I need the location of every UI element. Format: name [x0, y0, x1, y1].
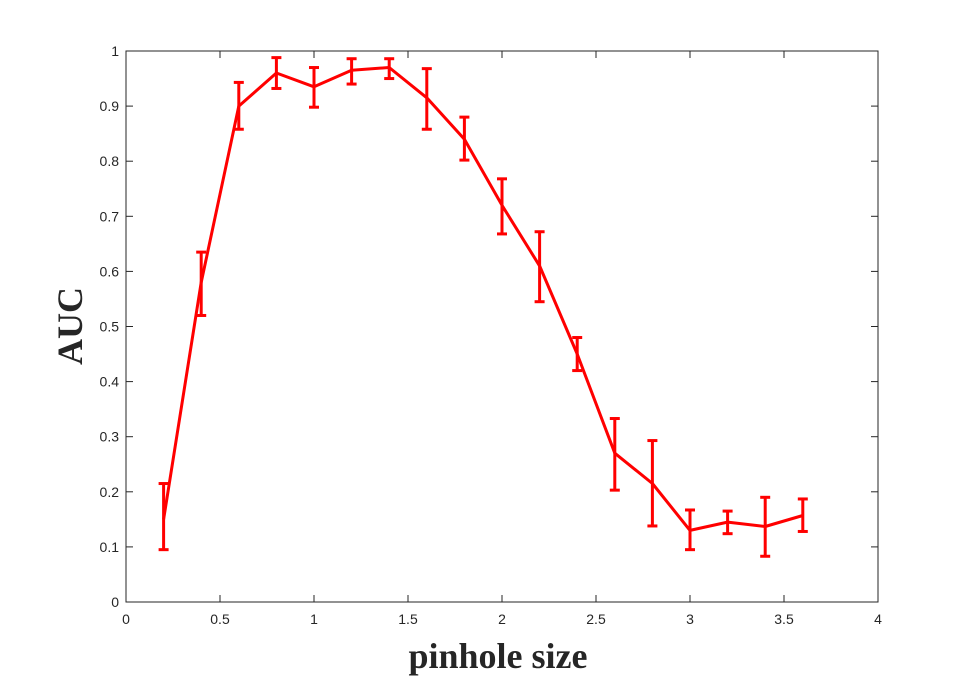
y-tick-label: 0 — [111, 594, 119, 610]
y-tick-label: 0.7 — [100, 208, 120, 224]
x-tick-label: 0 — [122, 611, 130, 627]
y-tick-label: 0.5 — [100, 319, 120, 335]
x-tick-label: 1.5 — [398, 611, 418, 627]
x-tick-label: 4 — [874, 611, 882, 627]
x-tick-label: 3 — [686, 611, 694, 627]
x-tick-label: 3.5 — [774, 611, 794, 627]
y-axis-title: AUC — [50, 287, 90, 365]
x-tick-label: 0.5 — [210, 611, 230, 627]
y-tick-label: 0.3 — [100, 429, 120, 445]
y-tick-label: 0.8 — [100, 153, 120, 169]
y-tick-label: 0.1 — [100, 539, 120, 555]
y-tick-label: 0.6 — [100, 263, 120, 279]
error-bars — [158, 56, 808, 558]
y-axis-ticks: 0 0.1 0.2 0.3 0.4 0.5 0.6 0.7 0.8 0.9 1 — [100, 43, 878, 610]
x-axis-title: pinhole size — [408, 636, 587, 676]
y-tick-label: 0.9 — [100, 98, 120, 114]
y-tick-label: 0.2 — [100, 484, 120, 500]
x-tick-label: 2.5 — [586, 611, 606, 627]
plot-area — [125, 50, 879, 603]
y-tick-label: 0.4 — [100, 374, 120, 390]
series-line — [162, 66, 804, 532]
x-tick-label: 1 — [310, 611, 318, 627]
y-tick-label: 1 — [111, 43, 119, 59]
x-axis-ticks: 0 0.5 1 1.5 2 2.5 3 3.5 4 — [122, 51, 882, 627]
x-tick-label: 2 — [498, 611, 506, 627]
